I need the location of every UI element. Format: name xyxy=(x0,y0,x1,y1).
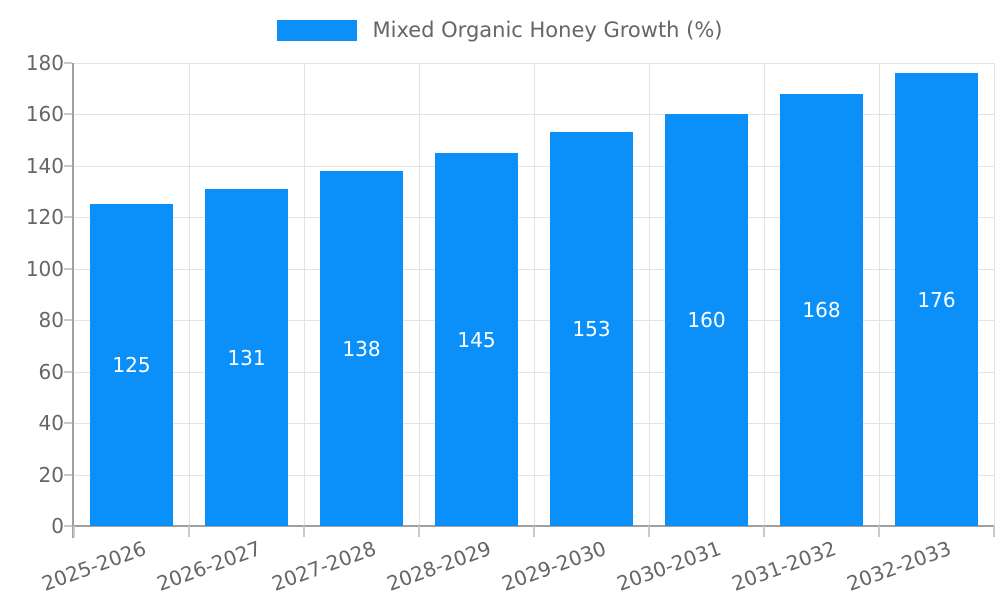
legend-item[interactable]: Mixed Organic Honey Growth (%) xyxy=(277,18,723,42)
x-tick-label: 2027-2028 xyxy=(269,536,380,596)
x-tick-label: 2031-2032 xyxy=(729,536,840,596)
x-axis-tick xyxy=(303,526,305,537)
v-gridline xyxy=(994,63,995,526)
v-gridline xyxy=(419,63,420,526)
y-tick-label: 140 xyxy=(25,153,64,178)
bar-value-label: 176 xyxy=(917,287,956,312)
chart-legend: Mixed Organic Honey Growth (%) xyxy=(0,18,1000,42)
legend-color-swatch xyxy=(277,19,358,41)
y-axis-tick xyxy=(64,216,72,219)
x-tick-label: 2025-2026 xyxy=(39,536,150,596)
y-tick-label: 100 xyxy=(25,256,64,281)
v-gridline xyxy=(189,63,190,526)
y-axis-tick xyxy=(64,319,72,322)
bar-value-label: 153 xyxy=(572,317,611,342)
v-gridline xyxy=(879,63,880,526)
bar[interactable] xyxy=(320,171,403,526)
y-tick-label: 40 xyxy=(38,411,64,436)
bar-value-label: 125 xyxy=(112,353,151,378)
y-axis-line xyxy=(72,63,74,538)
x-axis-tick xyxy=(993,526,995,537)
v-gridline xyxy=(534,63,535,526)
x-axis-tick xyxy=(188,526,190,537)
v-gridline xyxy=(649,63,650,526)
bar[interactable] xyxy=(90,204,173,526)
bar[interactable] xyxy=(435,153,518,526)
x-axis-tick xyxy=(73,526,75,537)
bar[interactable] xyxy=(665,114,748,526)
legend-series-label: Mixed Organic Honey Growth (%) xyxy=(372,18,723,42)
y-axis-tick xyxy=(64,164,72,167)
bar-value-label: 138 xyxy=(342,336,381,361)
x-tick-label: 2030-2031 xyxy=(614,536,725,596)
y-axis-tick xyxy=(64,525,72,527)
y-axis-tick xyxy=(64,370,72,373)
x-tick-label: 2032-2033 xyxy=(844,536,955,596)
x-axis-tick xyxy=(648,526,650,537)
y-tick-label: 160 xyxy=(25,102,64,127)
bar[interactable] xyxy=(550,132,633,526)
x-tick-label: 2029-2030 xyxy=(499,536,610,596)
y-tick-label: 20 xyxy=(38,462,64,487)
bar[interactable] xyxy=(895,73,978,526)
y-axis-tick xyxy=(64,62,72,64)
bar-value-label: 160 xyxy=(687,308,726,333)
x-axis-tick xyxy=(418,526,420,537)
bar-value-label: 131 xyxy=(227,345,266,370)
v-gridline xyxy=(304,63,305,526)
y-tick-label: 180 xyxy=(25,51,64,75)
x-axis-tick xyxy=(533,526,535,537)
bar[interactable] xyxy=(205,189,288,526)
v-gridline xyxy=(764,63,765,526)
x-tick-label: 2028-2029 xyxy=(384,536,495,596)
y-axis-tick xyxy=(64,113,72,116)
x-axis-tick xyxy=(763,526,765,537)
bar[interactable] xyxy=(780,93,863,526)
y-tick-label: 120 xyxy=(25,205,64,230)
y-axis-tick xyxy=(64,267,72,270)
x-axis-tick xyxy=(878,526,880,537)
y-axis-tick xyxy=(64,422,72,425)
x-tick-label: 2026-2027 xyxy=(154,536,265,596)
y-tick-label: 0 xyxy=(51,514,64,538)
bar-value-label: 145 xyxy=(457,327,496,352)
y-tick-label: 80 xyxy=(38,308,64,333)
y-tick-label: 60 xyxy=(38,359,64,384)
y-axis-tick xyxy=(64,473,72,476)
bar-value-label: 168 xyxy=(802,297,841,322)
